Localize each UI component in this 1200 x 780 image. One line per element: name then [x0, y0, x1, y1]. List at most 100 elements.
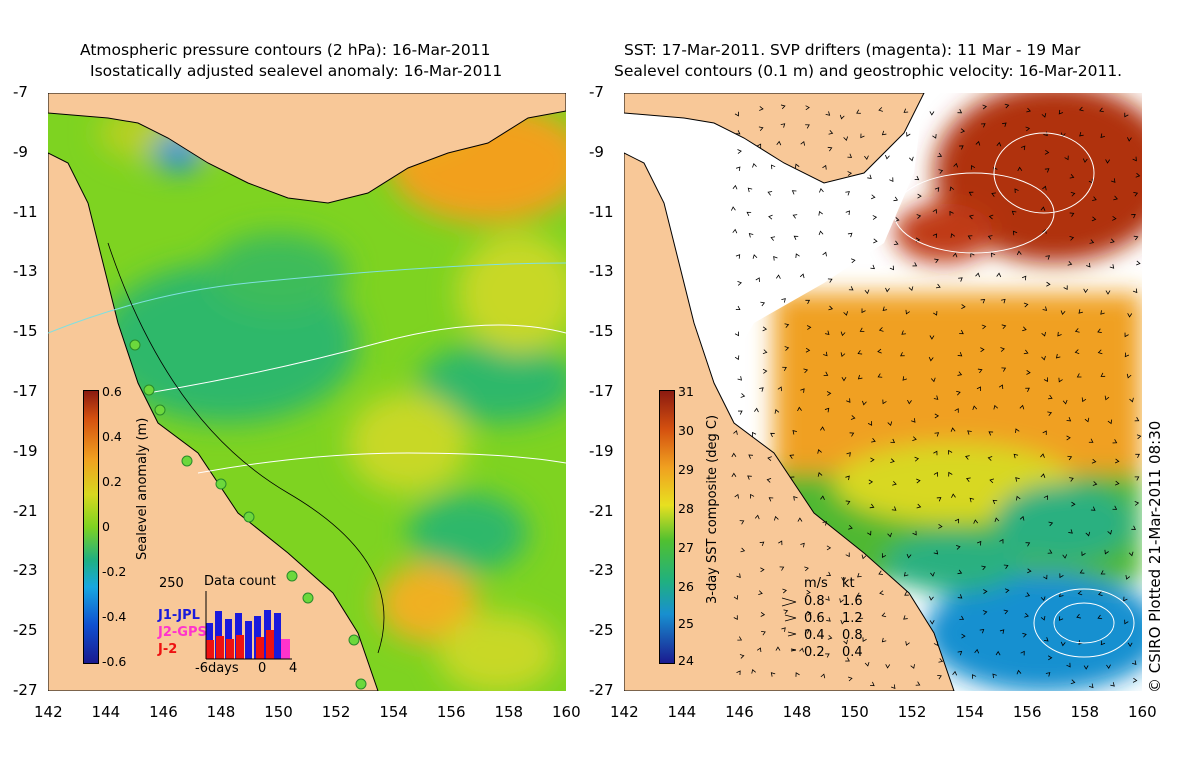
velocity-arrow — [1001, 367, 1007, 372]
velocity-arrow — [1016, 669, 1022, 675]
velocity-arrow — [737, 636, 743, 641]
velocity-arrow — [780, 104, 786, 110]
velocity-arrow — [928, 356, 934, 362]
velocity-arrow — [1022, 632, 1027, 638]
velocity-arrow — [817, 449, 822, 454]
velocity-arrow — [932, 134, 937, 139]
velocity-arrow — [1129, 397, 1134, 403]
velocity-arrow — [1067, 455, 1073, 461]
velocity-arrow — [878, 570, 884, 575]
velocity-arrow — [987, 456, 993, 461]
velocity-arrow — [969, 497, 975, 503]
velocity-arrow — [1083, 665, 1089, 670]
velocity-arrow — [949, 210, 954, 216]
velocity-arrow — [840, 331, 846, 337]
velocity-arrow — [970, 164, 976, 170]
velocity-arrow — [1125, 575, 1131, 580]
velocity-arrow — [827, 146, 833, 152]
velocity-arrow — [1040, 596, 1046, 601]
velocity-arrow — [731, 472, 737, 478]
sealevel-tick: 0 — [102, 519, 110, 534]
velocity-arrow — [735, 166, 741, 172]
velocity-arrow — [1025, 126, 1031, 132]
velocity-arrow — [1127, 313, 1133, 318]
velocity-arrow — [879, 590, 884, 596]
velocity-arrow — [827, 635, 833, 640]
velocity-arrow — [900, 352, 905, 357]
velocity-arrow — [905, 641, 910, 646]
velocity-arrow — [847, 232, 853, 238]
velocity-arrow — [1109, 264, 1115, 269]
velocity-arrow — [841, 577, 847, 582]
velocity-arrow — [782, 588, 787, 594]
velocity-arrow — [1110, 682, 1115, 687]
velocity-arrow — [773, 256, 778, 261]
velocity-arrow — [826, 391, 832, 396]
velocity-arrow — [1079, 131, 1084, 137]
velocity-arrow — [735, 305, 741, 311]
longitude-tick: 148 — [206, 703, 236, 721]
velocity-arrow — [871, 437, 876, 443]
velocity-arrow — [775, 274, 781, 279]
velocity-arrow — [860, 133, 865, 139]
velocity-arrow — [806, 325, 812, 330]
velocity-arrow — [980, 123, 986, 128]
velocity-arrow — [979, 628, 985, 634]
velocity-arrow — [1100, 570, 1106, 575]
velocity-arrow — [770, 164, 776, 170]
velocity-arrow — [846, 398, 851, 403]
velocity-arrow — [933, 549, 939, 555]
velocity-arrow — [1124, 619, 1129, 625]
velocity-arrow — [1023, 302, 1029, 308]
velocity-arrow — [1133, 192, 1139, 197]
velocity-arrow — [839, 598, 844, 604]
velocity-arrow — [758, 126, 764, 132]
velocity-arrow — [733, 595, 739, 600]
csiro-credit: © CSIRO Plotted 21-Mar-2011 08:30 — [1146, 420, 1164, 693]
velocity-arrow — [1128, 551, 1134, 557]
velocity-arrow — [1040, 206, 1046, 211]
velocity-arrow — [933, 471, 938, 477]
sealevel-tick: -0.4 — [102, 609, 127, 624]
velocity-arrow — [1097, 591, 1103, 596]
velocity-arrow — [822, 251, 827, 257]
velocity-arrow — [793, 235, 799, 240]
velocity-arrow — [937, 674, 942, 680]
velocity-arrow — [938, 523, 943, 529]
velocity-arrow — [774, 409, 780, 414]
latitude-tick: -19 — [13, 441, 38, 460]
velocity-arrow — [999, 629, 1005, 634]
velocity-arrow — [760, 612, 766, 617]
velocity-arrow — [1107, 530, 1112, 535]
velocity-arrow — [1059, 592, 1064, 598]
velocity-arrow — [1058, 616, 1064, 621]
velocity-arrow — [1041, 113, 1047, 118]
velocity-arrow — [1127, 642, 1133, 648]
velocity-arrow — [933, 641, 938, 647]
velocity-arrow — [1069, 174, 1075, 179]
velocity-arrow — [1106, 664, 1111, 669]
velocity-arrow — [981, 565, 987, 571]
velocity-arrow — [949, 186, 955, 192]
velocity-arrow — [938, 658, 944, 663]
velocity-arrow — [774, 515, 779, 521]
velocity-arrow — [735, 254, 741, 259]
velocity-arrow — [820, 426, 825, 431]
velocity-arrow — [1134, 500, 1140, 506]
velocity-arrow — [778, 540, 783, 546]
velocity-arrow — [915, 681, 921, 686]
velocity-arrow — [1074, 349, 1080, 354]
velocity-arrow — [953, 162, 959, 168]
velocity-arrow — [1134, 417, 1140, 422]
velocity-arrow — [784, 323, 790, 328]
velocity-arrow — [1105, 290, 1111, 295]
velocity-arrow — [1092, 481, 1098, 486]
data-count-ymax: 250 — [159, 576, 184, 591]
velocity-arrow — [1076, 373, 1082, 378]
velocity-arrow — [992, 673, 997, 679]
sst-tick: 24 — [678, 653, 694, 668]
velocity-arrow — [770, 672, 776, 677]
velocity-arrow — [1058, 377, 1063, 383]
velocity-arrow — [955, 545, 961, 550]
velocity-arrow — [914, 175, 920, 181]
